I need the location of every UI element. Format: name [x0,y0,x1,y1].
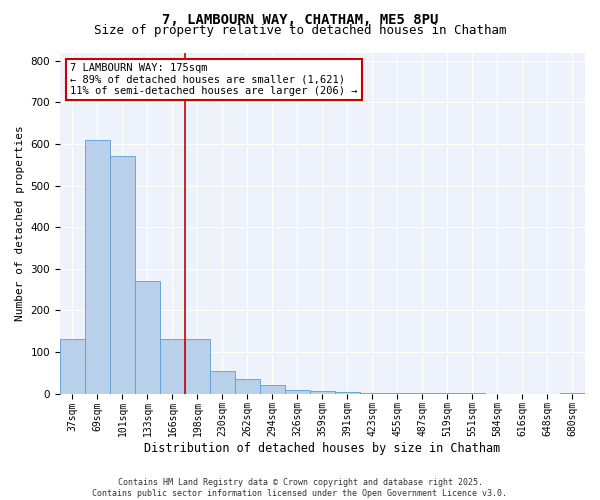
Text: Contains HM Land Registry data © Crown copyright and database right 2025.
Contai: Contains HM Land Registry data © Crown c… [92,478,508,498]
X-axis label: Distribution of detached houses by size in Chatham: Distribution of detached houses by size … [145,442,500,455]
Text: 7, LAMBOURN WAY, CHATHAM, ME5 8PU: 7, LAMBOURN WAY, CHATHAM, ME5 8PU [162,12,438,26]
Bar [260,385,285,394]
Text: Size of property relative to detached houses in Chatham: Size of property relative to detached ho… [94,24,506,37]
Bar [360,392,385,394]
Bar [185,340,210,394]
Bar [560,392,585,394]
Bar [210,370,235,394]
Text: 7 LAMBOURN WAY: 175sqm
← 89% of detached houses are smaller (1,621)
11% of semi-: 7 LAMBOURN WAY: 175sqm ← 89% of detached… [70,62,358,96]
Y-axis label: Number of detached properties: Number of detached properties [15,125,25,321]
Bar [385,392,410,394]
Bar [310,391,335,394]
Bar [60,338,85,394]
Bar [110,156,135,394]
Bar [85,140,110,394]
Bar [285,390,310,394]
Bar [160,340,185,394]
Bar [135,282,160,394]
Bar [235,379,260,394]
Bar [335,392,360,394]
